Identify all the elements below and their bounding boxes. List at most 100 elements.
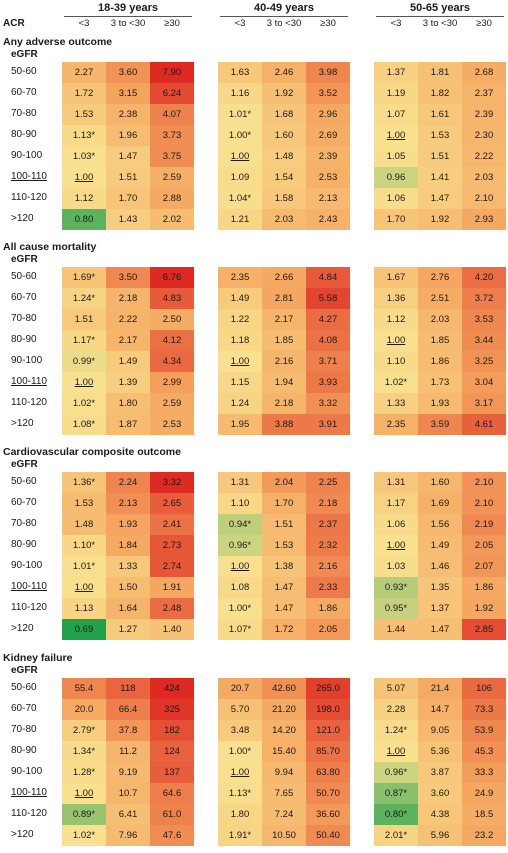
heatmap-cell: 5.70 (218, 699, 262, 720)
heatmap-cell: 2.39 (306, 146, 350, 167)
heatmap-cell: 1.60 (418, 472, 462, 493)
heatmap-cell: 1.53 (62, 493, 106, 514)
heatmap-cell: 2.59 (150, 393, 194, 414)
egfr-label: eGFR (11, 49, 38, 60)
heatmap-cell: 1.00 (374, 330, 418, 351)
heatmap-cell: 1.24* (62, 288, 106, 309)
heatmap-cell: 0.69 (62, 619, 106, 640)
heatmap-cell: 2.43 (306, 209, 350, 230)
heatmap-cell: 1.36 (374, 288, 418, 309)
heatmap-cell: 6.76 (150, 267, 194, 288)
heatmap-cell: 9.94 (262, 762, 306, 783)
heatmap-cell: 1.34* (62, 741, 106, 762)
heatmap-cell: 2.10 (462, 188, 506, 209)
heatmap-cell: 1.37 (418, 598, 462, 619)
heatmap-cell: 7.24 (262, 804, 306, 825)
heatmap-cell: 2.53 (150, 414, 194, 435)
egfr-row-label: 90-100 (11, 150, 43, 161)
heatmap-cell: 9.05 (418, 720, 462, 741)
egfr-row-label: 70-80 (11, 108, 37, 119)
heatmap-cell: 2.32 (306, 535, 350, 556)
heatmap-cell: 50.70 (306, 783, 350, 804)
heatmap-cell: 2.37 (306, 514, 350, 535)
heatmap-cell: 2.85 (462, 619, 506, 640)
heatmap-cell: 6.24 (150, 83, 194, 104)
heatmap-cell: 1.04* (218, 188, 262, 209)
heatmap-cell: 1.72 (262, 619, 306, 640)
heatmap-cell: 2.33 (306, 577, 350, 598)
heatmap-cell: 1.87 (106, 414, 150, 435)
heatmap-cell: 2.02 (150, 209, 194, 230)
heatmap-cell: 1.00* (218, 125, 262, 146)
heatmap-cell: 1.24 (218, 393, 262, 414)
heatmap-cell: 1.22 (218, 309, 262, 330)
heatmap-cell: 1.53 (418, 125, 462, 146)
heatmap-cell: 63.80 (306, 762, 350, 783)
heatmap-cell: 1.51 (418, 146, 462, 167)
heatmap-cell: 1.49 (218, 288, 262, 309)
acr-category-label: <3 (234, 18, 246, 29)
heatmap-cell: 3.17 (462, 393, 506, 414)
heatmap-cell: 4.12 (150, 330, 194, 351)
heatmap-cell: 1.00* (218, 598, 262, 619)
heatmap-cell: 47.6 (150, 825, 194, 846)
heatmap-cell: 1.54 (262, 167, 306, 188)
heatmap-cell: 3.60 (106, 62, 150, 83)
heatmap-cell: 2.76 (418, 267, 462, 288)
heatmap-cell: 2.73 (150, 535, 194, 556)
heatmap-cell: 2.17 (262, 309, 306, 330)
heatmap-cell: 2.41 (150, 514, 194, 535)
heatmap-cell: 3.53 (462, 309, 506, 330)
heatmap-cell: 1.27 (106, 619, 150, 640)
heatmap-cell: 1.10* (62, 535, 106, 556)
heatmap-cell: 2.35 (374, 414, 418, 435)
heatmap-cell: 1.46 (418, 556, 462, 577)
heatmap-cell: 2.22 (106, 309, 150, 330)
heatmap-cell: 1.47 (418, 619, 462, 640)
heatmap-cell: 1.53 (62, 104, 106, 125)
heatmap-cell: 2.25 (306, 472, 350, 493)
heatmap-cell: 1.67 (374, 267, 418, 288)
heatmap-cell: 24.9 (462, 783, 506, 804)
heatmap-cell: 3.60 (418, 783, 462, 804)
heatmap-cell: 1.00 (218, 146, 262, 167)
egfr-row-label: >120 (11, 829, 34, 840)
heatmap-cell: 1.07 (374, 104, 418, 125)
heatmap-cell: 1.00 (218, 351, 262, 372)
age-group-header: 18-39 years (98, 2, 158, 14)
heatmap-cell: 182 (150, 720, 194, 741)
age-group-separator (376, 16, 504, 17)
egfr-label: eGFR (11, 254, 38, 265)
heatmap-cell: 1.86 (462, 577, 506, 598)
heatmap-cell: 4.27 (306, 309, 350, 330)
heatmap-cell: 7.65 (262, 783, 306, 804)
heatmap-cell: 1.02* (62, 825, 106, 846)
heatmap-cell: 1.81 (418, 62, 462, 83)
heatmap-cell: 7.96 (106, 825, 150, 846)
heatmap-cell: 3.98 (306, 62, 350, 83)
heatmap-cell: 2.51 (418, 288, 462, 309)
heatmap-cell: 1.00 (62, 783, 106, 804)
heatmap-cell: 18.5 (462, 804, 506, 825)
heatmap-cell: 1.70 (262, 493, 306, 514)
heatmap-cell: 1.48 (262, 146, 306, 167)
heatmap-cell: 2.17 (106, 330, 150, 351)
egfr-label: eGFR (11, 665, 38, 676)
heatmap-cell: 1.00 (62, 167, 106, 188)
heatmap-cell: 2.30 (462, 125, 506, 146)
heatmap-cell: 1.86 (418, 351, 462, 372)
heatmap-cell: 3.87 (418, 762, 462, 783)
heatmap-cell: 1.37 (374, 62, 418, 83)
heatmap-cell: 2.19 (462, 514, 506, 535)
heatmap-cell: 1.68 (262, 104, 306, 125)
acr-header: ACR (3, 18, 25, 29)
heatmap-cell: 0.80* (374, 804, 418, 825)
heatmap-cell: 3.50 (106, 267, 150, 288)
age-group-separator (220, 16, 348, 17)
heatmap-cell: 2.05 (462, 535, 506, 556)
heatmap-cell: 1.03* (62, 146, 106, 167)
heatmap-cell: 1.53 (262, 535, 306, 556)
heatmap-cell: 1.00 (374, 741, 418, 762)
heatmap-cell: 1.36* (62, 472, 106, 493)
